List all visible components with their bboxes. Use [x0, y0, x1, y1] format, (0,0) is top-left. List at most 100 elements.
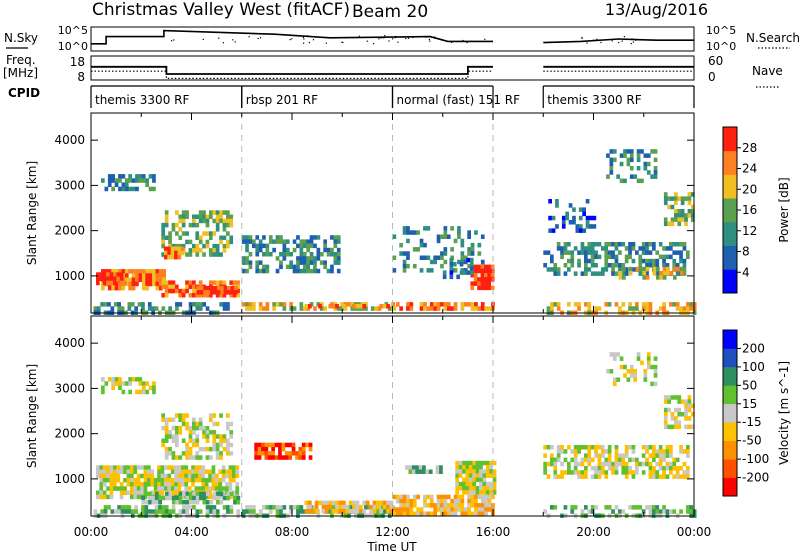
power-cell — [279, 302, 283, 307]
velocity-cell — [412, 498, 417, 504]
power-cell — [572, 220, 576, 225]
velocity-cell — [107, 505, 111, 510]
velocity-cell — [611, 466, 615, 471]
nsearch-point — [202, 38, 204, 40]
power-cell — [484, 268, 488, 274]
power-cell — [147, 306, 152, 311]
power-cell — [178, 218, 183, 224]
velocity-cell — [418, 465, 423, 470]
power-cell — [589, 215, 593, 221]
power-cell — [272, 302, 276, 307]
power-cell — [459, 262, 464, 267]
velocity-cell — [570, 457, 575, 463]
velocity-cell — [655, 470, 660, 475]
velocity-cell — [416, 507, 420, 512]
velocity-cell — [352, 504, 356, 510]
power-cell — [582, 207, 586, 212]
power-cell — [672, 258, 677, 264]
nsearch-point — [429, 40, 431, 42]
velocity-cell — [228, 465, 233, 470]
velocity-cell — [113, 477, 117, 483]
power-cell — [170, 246, 175, 251]
velocity-cell — [601, 453, 605, 458]
power-cell — [590, 254, 595, 260]
velocity-cell — [123, 486, 127, 491]
velocity-cell — [181, 482, 185, 487]
power-cell — [473, 273, 478, 278]
velocity-cell — [594, 505, 598, 510]
velocity-cell — [686, 466, 690, 471]
velocity-cell — [652, 505, 656, 510]
velocity-cell — [474, 507, 478, 512]
velocity-cell — [484, 507, 488, 512]
power-cell — [611, 271, 615, 276]
velocity-cell — [164, 438, 169, 443]
nsearch-point — [173, 39, 175, 41]
nsearch-point — [428, 38, 430, 40]
velocity-cell — [612, 356, 617, 361]
velocity-cell — [109, 465, 114, 470]
velocity-cell — [202, 446, 206, 452]
power-cell — [289, 302, 293, 307]
velocity-cell — [621, 457, 626, 463]
velocity-cell — [636, 356, 641, 361]
velocity-cell — [164, 446, 169, 452]
velocity-cell — [136, 486, 141, 491]
velocity-cell — [205, 438, 210, 443]
velocity-colorbar-tick-label-3: 15 — [742, 397, 757, 411]
velocity-cell — [563, 505, 568, 510]
power-colorbar-segment-0 — [723, 269, 737, 294]
velocity-cell — [482, 490, 487, 495]
velocity-cell — [140, 473, 144, 479]
velocity-cell — [653, 364, 658, 370]
velocity-cell — [687, 395, 692, 400]
velocity-cell — [556, 474, 561, 479]
power-cell — [185, 280, 189, 285]
velocity-cell — [674, 416, 678, 421]
velocity-cell — [170, 490, 175, 495]
velocity-cell — [205, 509, 210, 514]
velocity-cell — [465, 465, 470, 470]
velocity-cell — [477, 511, 482, 516]
velocity-cell — [580, 461, 585, 467]
power-cell — [553, 263, 558, 268]
power-cell — [335, 304, 339, 309]
velocity-cell — [170, 469, 175, 474]
velocity-cell — [580, 445, 585, 450]
velocity-cell — [117, 505, 121, 510]
velocity-cell — [170, 477, 175, 483]
power-cell — [645, 271, 649, 276]
power-cell — [141, 178, 146, 183]
power-cell — [392, 306, 397, 311]
power-cell — [450, 226, 454, 231]
power-cell — [188, 284, 193, 290]
power-cell — [680, 209, 685, 214]
power-cell — [641, 258, 646, 264]
power-cell — [328, 304, 333, 309]
power-cell — [618, 271, 623, 276]
power-cell — [686, 250, 690, 255]
velocity-cell — [543, 509, 547, 514]
velocity-cell — [128, 389, 132, 395]
velocity-cell — [119, 465, 124, 470]
velocity-cell — [158, 500, 162, 505]
velocity-cell — [458, 460, 463, 466]
velocity-cell — [158, 509, 162, 514]
power-cell — [162, 277, 166, 282]
power-cell — [691, 217, 695, 222]
power-cell — [360, 306, 365, 311]
velocity-cell — [655, 509, 660, 514]
power-cell — [677, 209, 682, 214]
velocity-cell — [446, 507, 451, 512]
power-ylabel: Slant Range [km] — [25, 161, 39, 265]
velocity-cell — [148, 500, 152, 505]
power-cell — [642, 266, 647, 272]
power-cell — [121, 269, 126, 274]
power-cell — [248, 260, 253, 265]
velocity-cell — [492, 481, 497, 487]
velocity-cell — [614, 453, 619, 458]
power-cell — [490, 285, 495, 291]
velocity-cell — [274, 455, 279, 460]
velocity-cell — [235, 482, 240, 487]
velocity-cell — [96, 469, 100, 474]
